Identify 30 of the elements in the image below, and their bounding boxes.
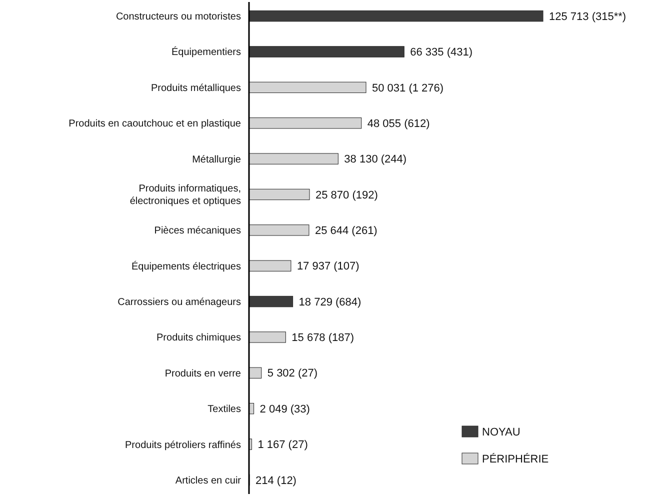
y-tick-label: Produits métalliques: [150, 82, 241, 94]
y-tick-label: Équipementiers: [172, 46, 241, 58]
data-label: 214 (12): [256, 474, 296, 487]
data-label: 18 729 (684): [298, 296, 362, 308]
y-tick-label: Produits chimiques: [156, 332, 241, 344]
y-tick-label: Produits pétroliers raffinés: [125, 440, 241, 451]
y-tick-label: Produits informatiques, électroniques et optiques: [130, 183, 241, 207]
y-tick-label: Pièces mécaniques: [154, 226, 241, 237]
y-tick-label: Constructeurs ou motoristes: [116, 12, 241, 23]
data-label: 25 870 (192): [316, 189, 378, 202]
data-label: 2 049 (33): [260, 403, 310, 416]
y-tick-label: Articles en cuir: [175, 475, 242, 486]
data-label: 15 678 (187): [292, 332, 354, 344]
data-label: 1 167 (27): [258, 439, 308, 452]
data-label: 50 031 (1 276): [372, 82, 444, 94]
data-label: 5 302 (27): [267, 368, 318, 380]
data-label: 25 644 (261): [314, 225, 378, 238]
y-tick-label: Équipements électriques: [131, 260, 241, 272]
data-label: 48 055 (612): [367, 118, 430, 130]
legend-label: PÉRIPHÉRIE: [482, 452, 549, 466]
y-tick-label: Métallurgie: [192, 154, 242, 166]
y-tick-label: Carrossiers ou aménageurs: [118, 297, 241, 308]
data-label: 38 130 (244): [344, 154, 407, 166]
y-tick-label: Textiles: [208, 404, 241, 416]
data-label: 125 713 (315**): [549, 10, 626, 23]
data-label: 66 335 (431): [410, 46, 473, 59]
legend-label: NOYAU: [482, 426, 520, 438]
data-label: 17 937 (107): [296, 260, 360, 273]
y-tick-label: Produits en caoutchouc et en plastique: [68, 118, 242, 130]
y-tick-label: Produits en verre: [164, 368, 242, 380]
